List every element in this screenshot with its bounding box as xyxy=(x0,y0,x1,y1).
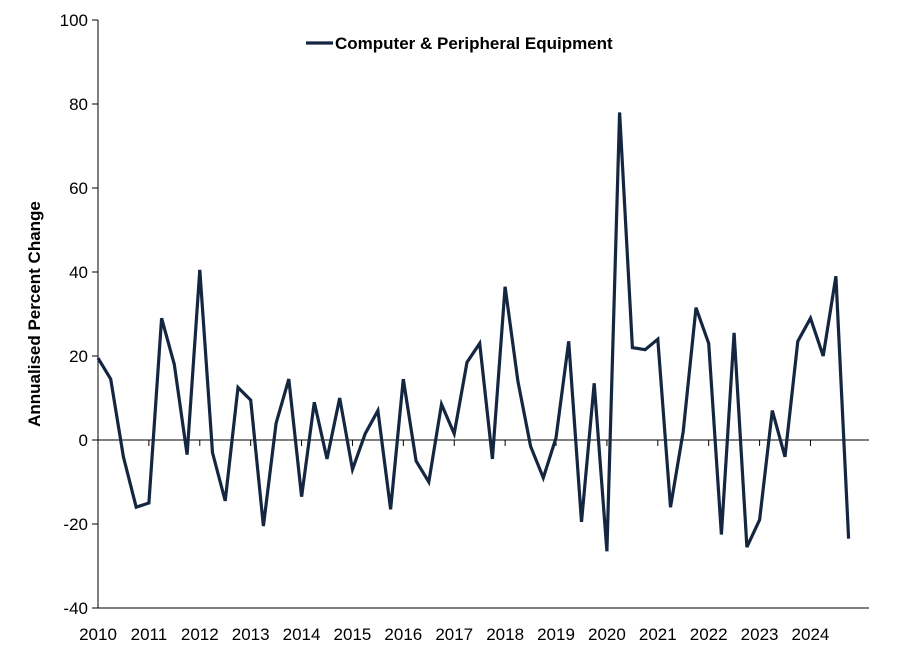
x-tick-label: 2019 xyxy=(537,625,575,644)
series-layer xyxy=(96,112,851,552)
y-tick-label: 40 xyxy=(69,263,88,282)
x-tick-label: 2012 xyxy=(181,625,219,644)
y-axis-ticks: -40 -20 0 20 40 60 80 100 xyxy=(60,11,98,618)
y-tick-label: 20 xyxy=(69,347,88,366)
y-tick-label: -20 xyxy=(63,515,88,534)
y-tick-label: 60 xyxy=(69,179,88,198)
x-tick-label: 2011 xyxy=(131,625,168,644)
x-tick-label: 2015 xyxy=(334,625,372,644)
y-tick-label: 0 xyxy=(79,431,88,450)
x-tick-label: 2022 xyxy=(690,625,728,644)
y-tick-label: 100 xyxy=(60,11,88,30)
legend-label: Computer & Peripheral Equipment xyxy=(335,34,613,53)
x-tick-label: 2010 xyxy=(79,625,117,644)
x-tick-label: 2018 xyxy=(486,625,524,644)
x-tick-label: 2024 xyxy=(792,625,830,644)
x-tick-label: 2023 xyxy=(741,625,779,644)
x-tick-label: 2020 xyxy=(588,625,626,644)
series-line xyxy=(96,112,851,552)
y-axis-title: Annualised Percent Change xyxy=(25,201,44,427)
x-tick-label: 2016 xyxy=(384,625,422,644)
x-axis-ticks: 2010 2011 2012 2013 2014 2015 2016 2017 2018 2019… xyxy=(79,440,829,644)
y-tick-label: -40 xyxy=(63,599,88,618)
x-tick-label: 2013 xyxy=(232,625,270,644)
y-tick-label: 80 xyxy=(69,95,88,114)
x-tick-label: 2017 xyxy=(435,625,473,644)
x-tick-label: 2014 xyxy=(283,625,321,644)
legend: Computer & Peripheral Equipment xyxy=(306,34,613,53)
x-tick-label: 2021 xyxy=(639,625,677,644)
